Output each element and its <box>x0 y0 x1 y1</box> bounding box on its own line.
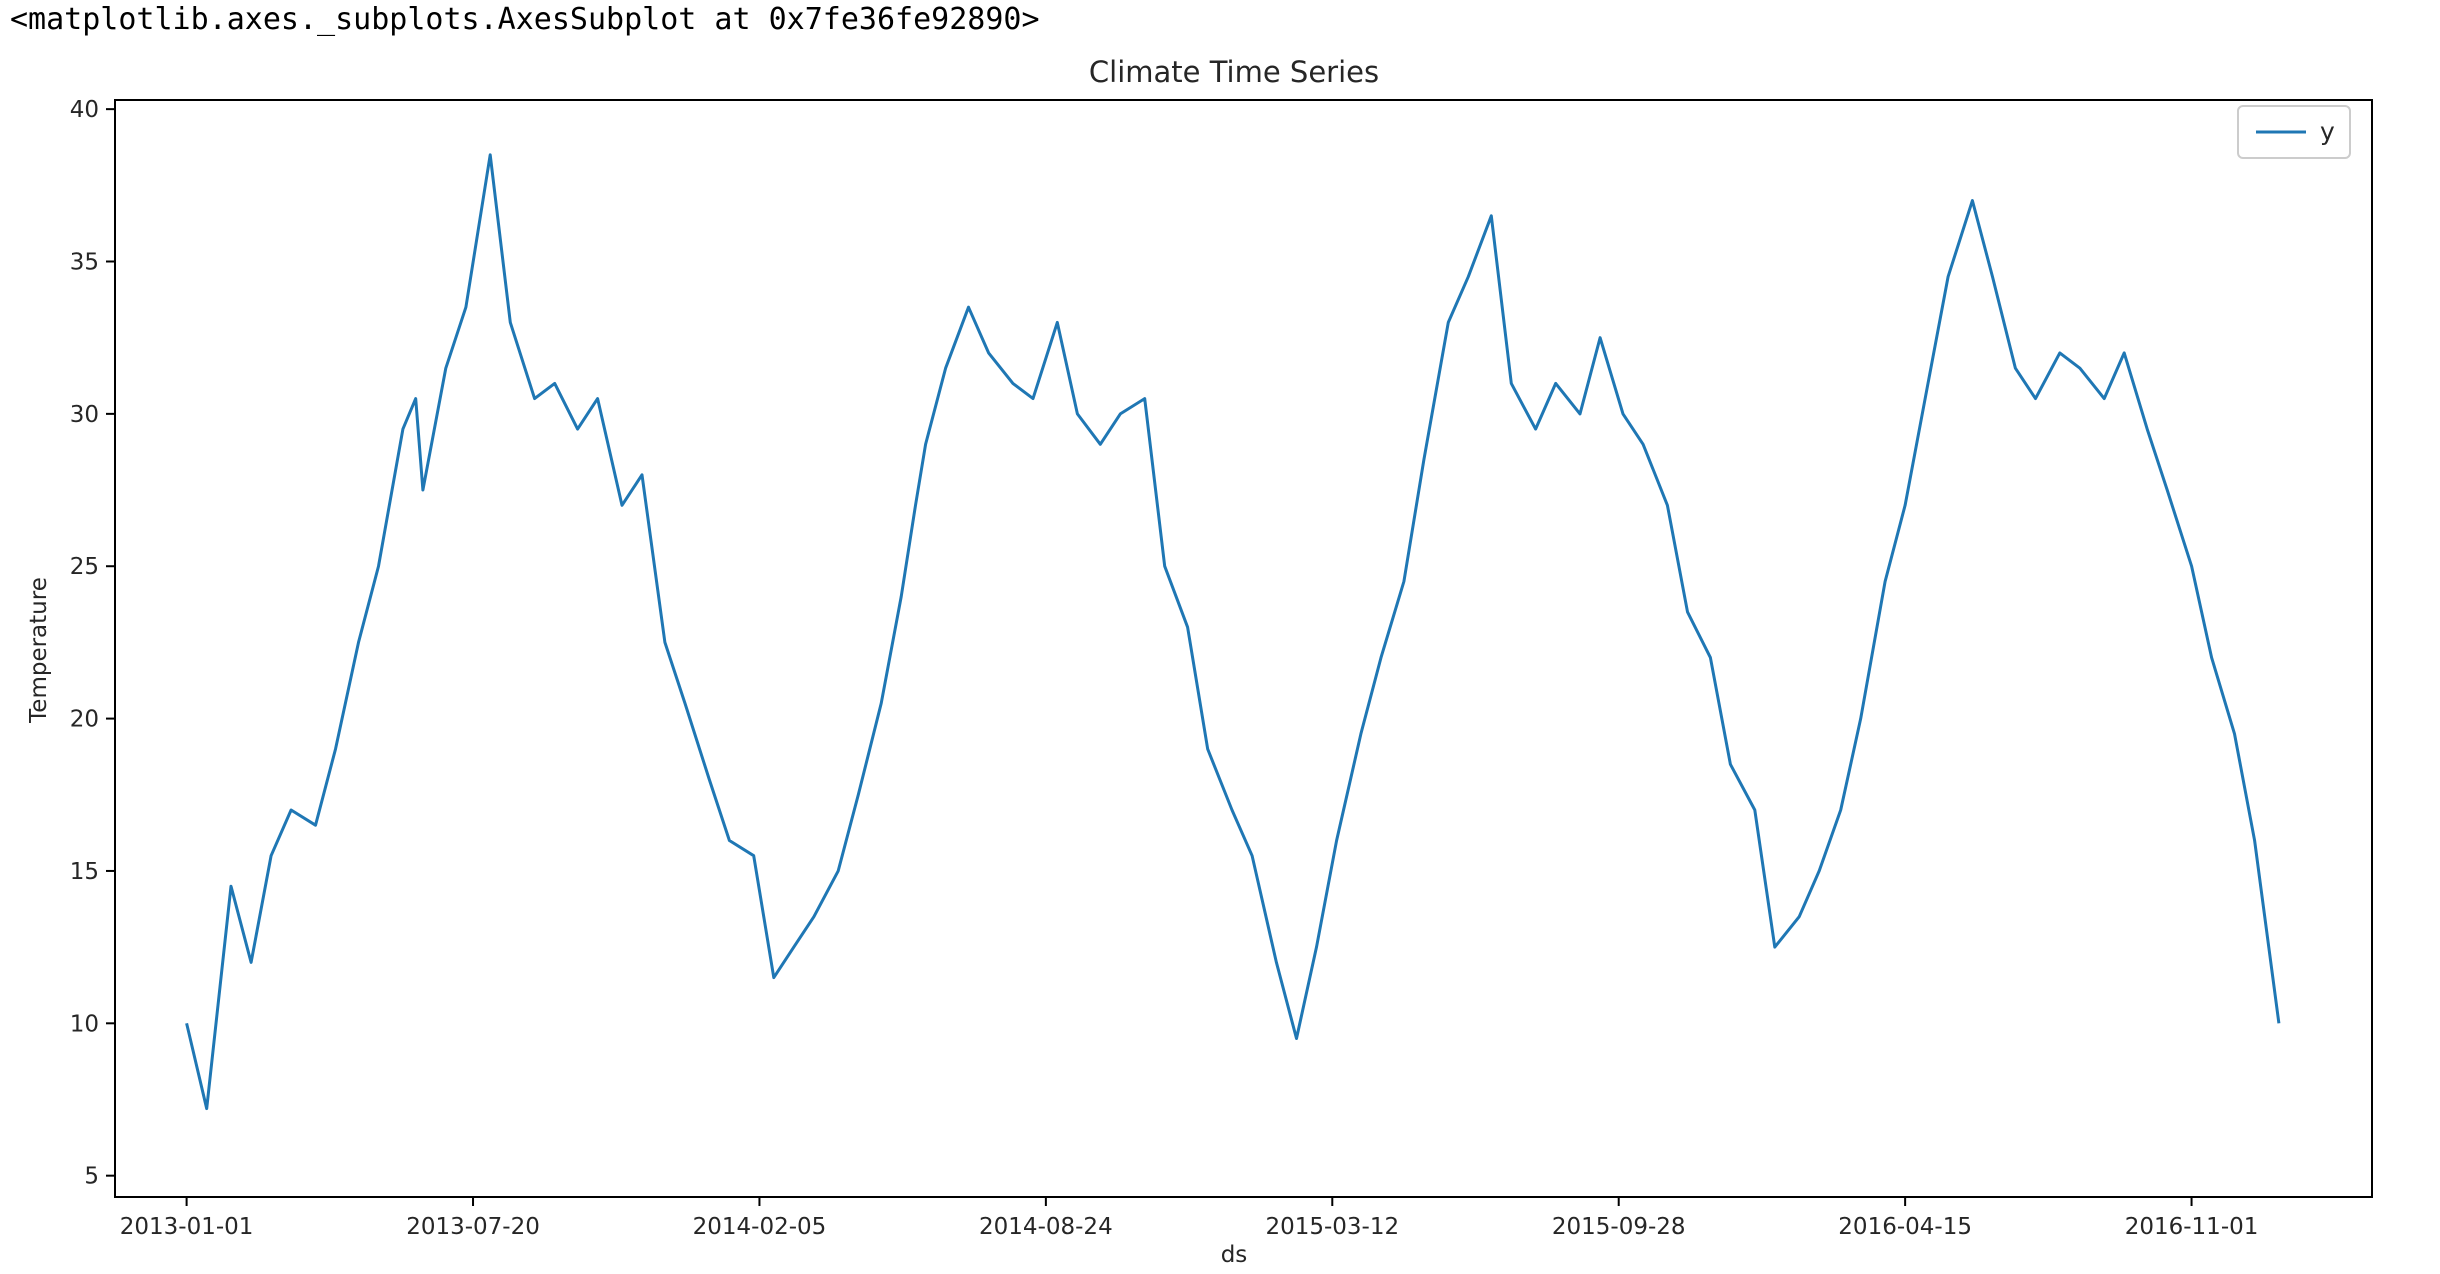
x-tick-label: 2015-09-28 <box>1552 1214 1686 1240</box>
plot-area-border <box>114 99 2373 1198</box>
y-tick-label: 30 <box>70 402 99 428</box>
x-tick-label: 2014-08-24 <box>979 1214 1113 1240</box>
x-tick-label: 2015-03-12 <box>1265 1214 1399 1240</box>
chart-title: Climate Time Series <box>1089 55 1379 89</box>
y-tick-label: 25 <box>70 554 99 580</box>
legend: y <box>2237 105 2351 159</box>
y-tick-label: 5 <box>84 1164 99 1190</box>
x-tick-label: 2014-02-05 <box>693 1214 827 1240</box>
y-tick-label: 40 <box>70 97 99 123</box>
y-tick-label: 15 <box>70 859 99 885</box>
legend-entry-y: y <box>2320 117 2335 146</box>
series-lines <box>185 153 2281 1111</box>
y-axis-ticks: 5 10 15 20 25 30 35 40 <box>70 97 115 1190</box>
y-tick-label: 35 <box>70 250 99 276</box>
x-tick-label: 2013-07-20 <box>406 1214 540 1240</box>
x-axis-label: ds <box>1221 1242 1248 1268</box>
plot-frame <box>114 99 2373 1198</box>
y-tick-label: 20 <box>70 707 99 733</box>
x-tick-label: 2016-11-01 <box>2125 1214 2259 1240</box>
x-tick-label: 2013-01-01 <box>120 1214 254 1240</box>
y-tick-label: 10 <box>70 1011 99 1037</box>
y-axis-label: Temperature <box>26 577 52 724</box>
x-axis-ticks: 2013-01-01 2013-07-20 2014-02-05 2014-08-24… <box>120 1197 2259 1240</box>
series-line-y <box>185 153 2281 1111</box>
x-tick-label: 2016-04-15 <box>1838 1214 1972 1240</box>
output-repr-text: <matplotlib.axes._subplots.AxesSubplot a… <box>10 2 1040 37</box>
